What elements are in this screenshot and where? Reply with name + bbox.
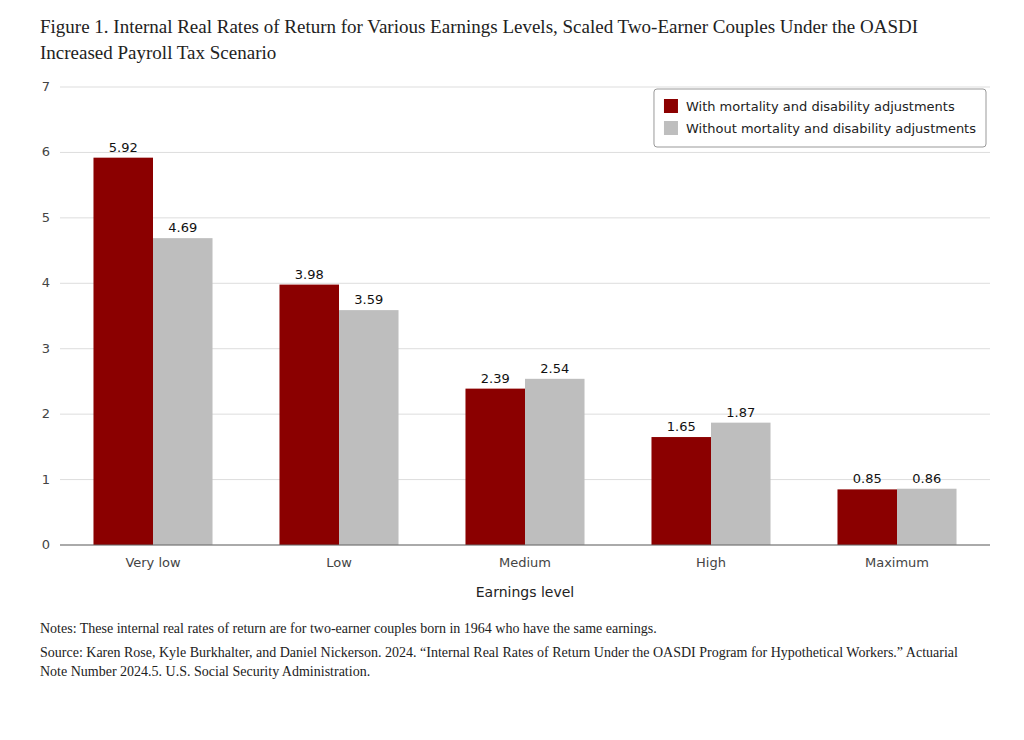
- y-tick-label: 0: [42, 537, 50, 552]
- grid-line: [60, 218, 990, 219]
- y-tick-label: 4: [42, 276, 50, 291]
- data-label: 4.69: [168, 220, 197, 235]
- data-label: 3.59: [354, 292, 383, 307]
- bars: [93, 158, 956, 545]
- y-tick-label: 3: [42, 341, 50, 356]
- data-label: 1.87: [726, 405, 755, 420]
- data-label: 0.86: [912, 471, 941, 486]
- bar: [465, 389, 525, 545]
- x-tick-label: Low: [326, 555, 352, 570]
- x-axis-line: [60, 545, 990, 546]
- bar: [651, 437, 711, 545]
- title: Figure 1. Internal Real Rates of Return …: [0, 0, 1024, 71]
- bar: [711, 423, 771, 545]
- bar: [339, 310, 399, 545]
- x-tick-label: Very low: [125, 555, 181, 570]
- x-axis-label: Earnings level: [476, 584, 575, 600]
- legend-entry: Without mortality and disability adjustm…: [686, 121, 976, 136]
- y-tick-label: 7: [42, 79, 50, 94]
- bar: [837, 490, 897, 546]
- y-tick-label: 2: [42, 406, 50, 421]
- data-label: 5.92: [109, 140, 138, 155]
- data-labels: 5.92 3.98 2.39 1.65 0.85 4.69 3.59 2.54 1.87 0.86: [109, 140, 941, 487]
- grid: [60, 87, 990, 545]
- data-label: 1.65: [667, 419, 696, 434]
- data-label: 2.39: [481, 371, 510, 386]
- x-tick-label: Medium: [499, 555, 551, 570]
- y-tick-label: 1: [42, 472, 50, 487]
- x-tick-label: High: [696, 555, 726, 570]
- data-label: 2.54: [540, 361, 569, 376]
- legend: With mortality and disability adjustment…: [654, 89, 986, 147]
- legend-box: [654, 89, 986, 147]
- data-label: 0.85: [853, 472, 882, 487]
- legend-swatch: [664, 121, 678, 135]
- annotation: Notes: These internal real rates of retu…: [40, 619, 984, 639]
- y-tick-label: 5: [42, 210, 50, 225]
- bar: [279, 285, 339, 545]
- bar: [153, 238, 213, 545]
- chart: 0 1 2 3 4 5 6 7 5.92 3.98 2.39 1.65 0.85 4.69 3.59 2.54…: [0, 71, 1024, 611]
- grid-line: [60, 152, 990, 153]
- legend-entry: With mortality and disability adjustment…: [686, 99, 955, 114]
- grid-line: [60, 545, 990, 546]
- grid-line: [60, 87, 990, 88]
- y-tick-label: 6: [42, 145, 50, 160]
- data-label: 3.98: [295, 267, 324, 282]
- bar: [93, 158, 153, 545]
- legend-swatch: [664, 99, 678, 113]
- bar: [897, 489, 957, 545]
- x-tick-label: Maximum: [865, 555, 929, 570]
- notes: Notes: These internal real rates of retu…: [0, 615, 1024, 682]
- annotation: Source: Karen Rose, Kyle Burkhalter, and…: [40, 643, 984, 682]
- bar: [525, 379, 585, 545]
